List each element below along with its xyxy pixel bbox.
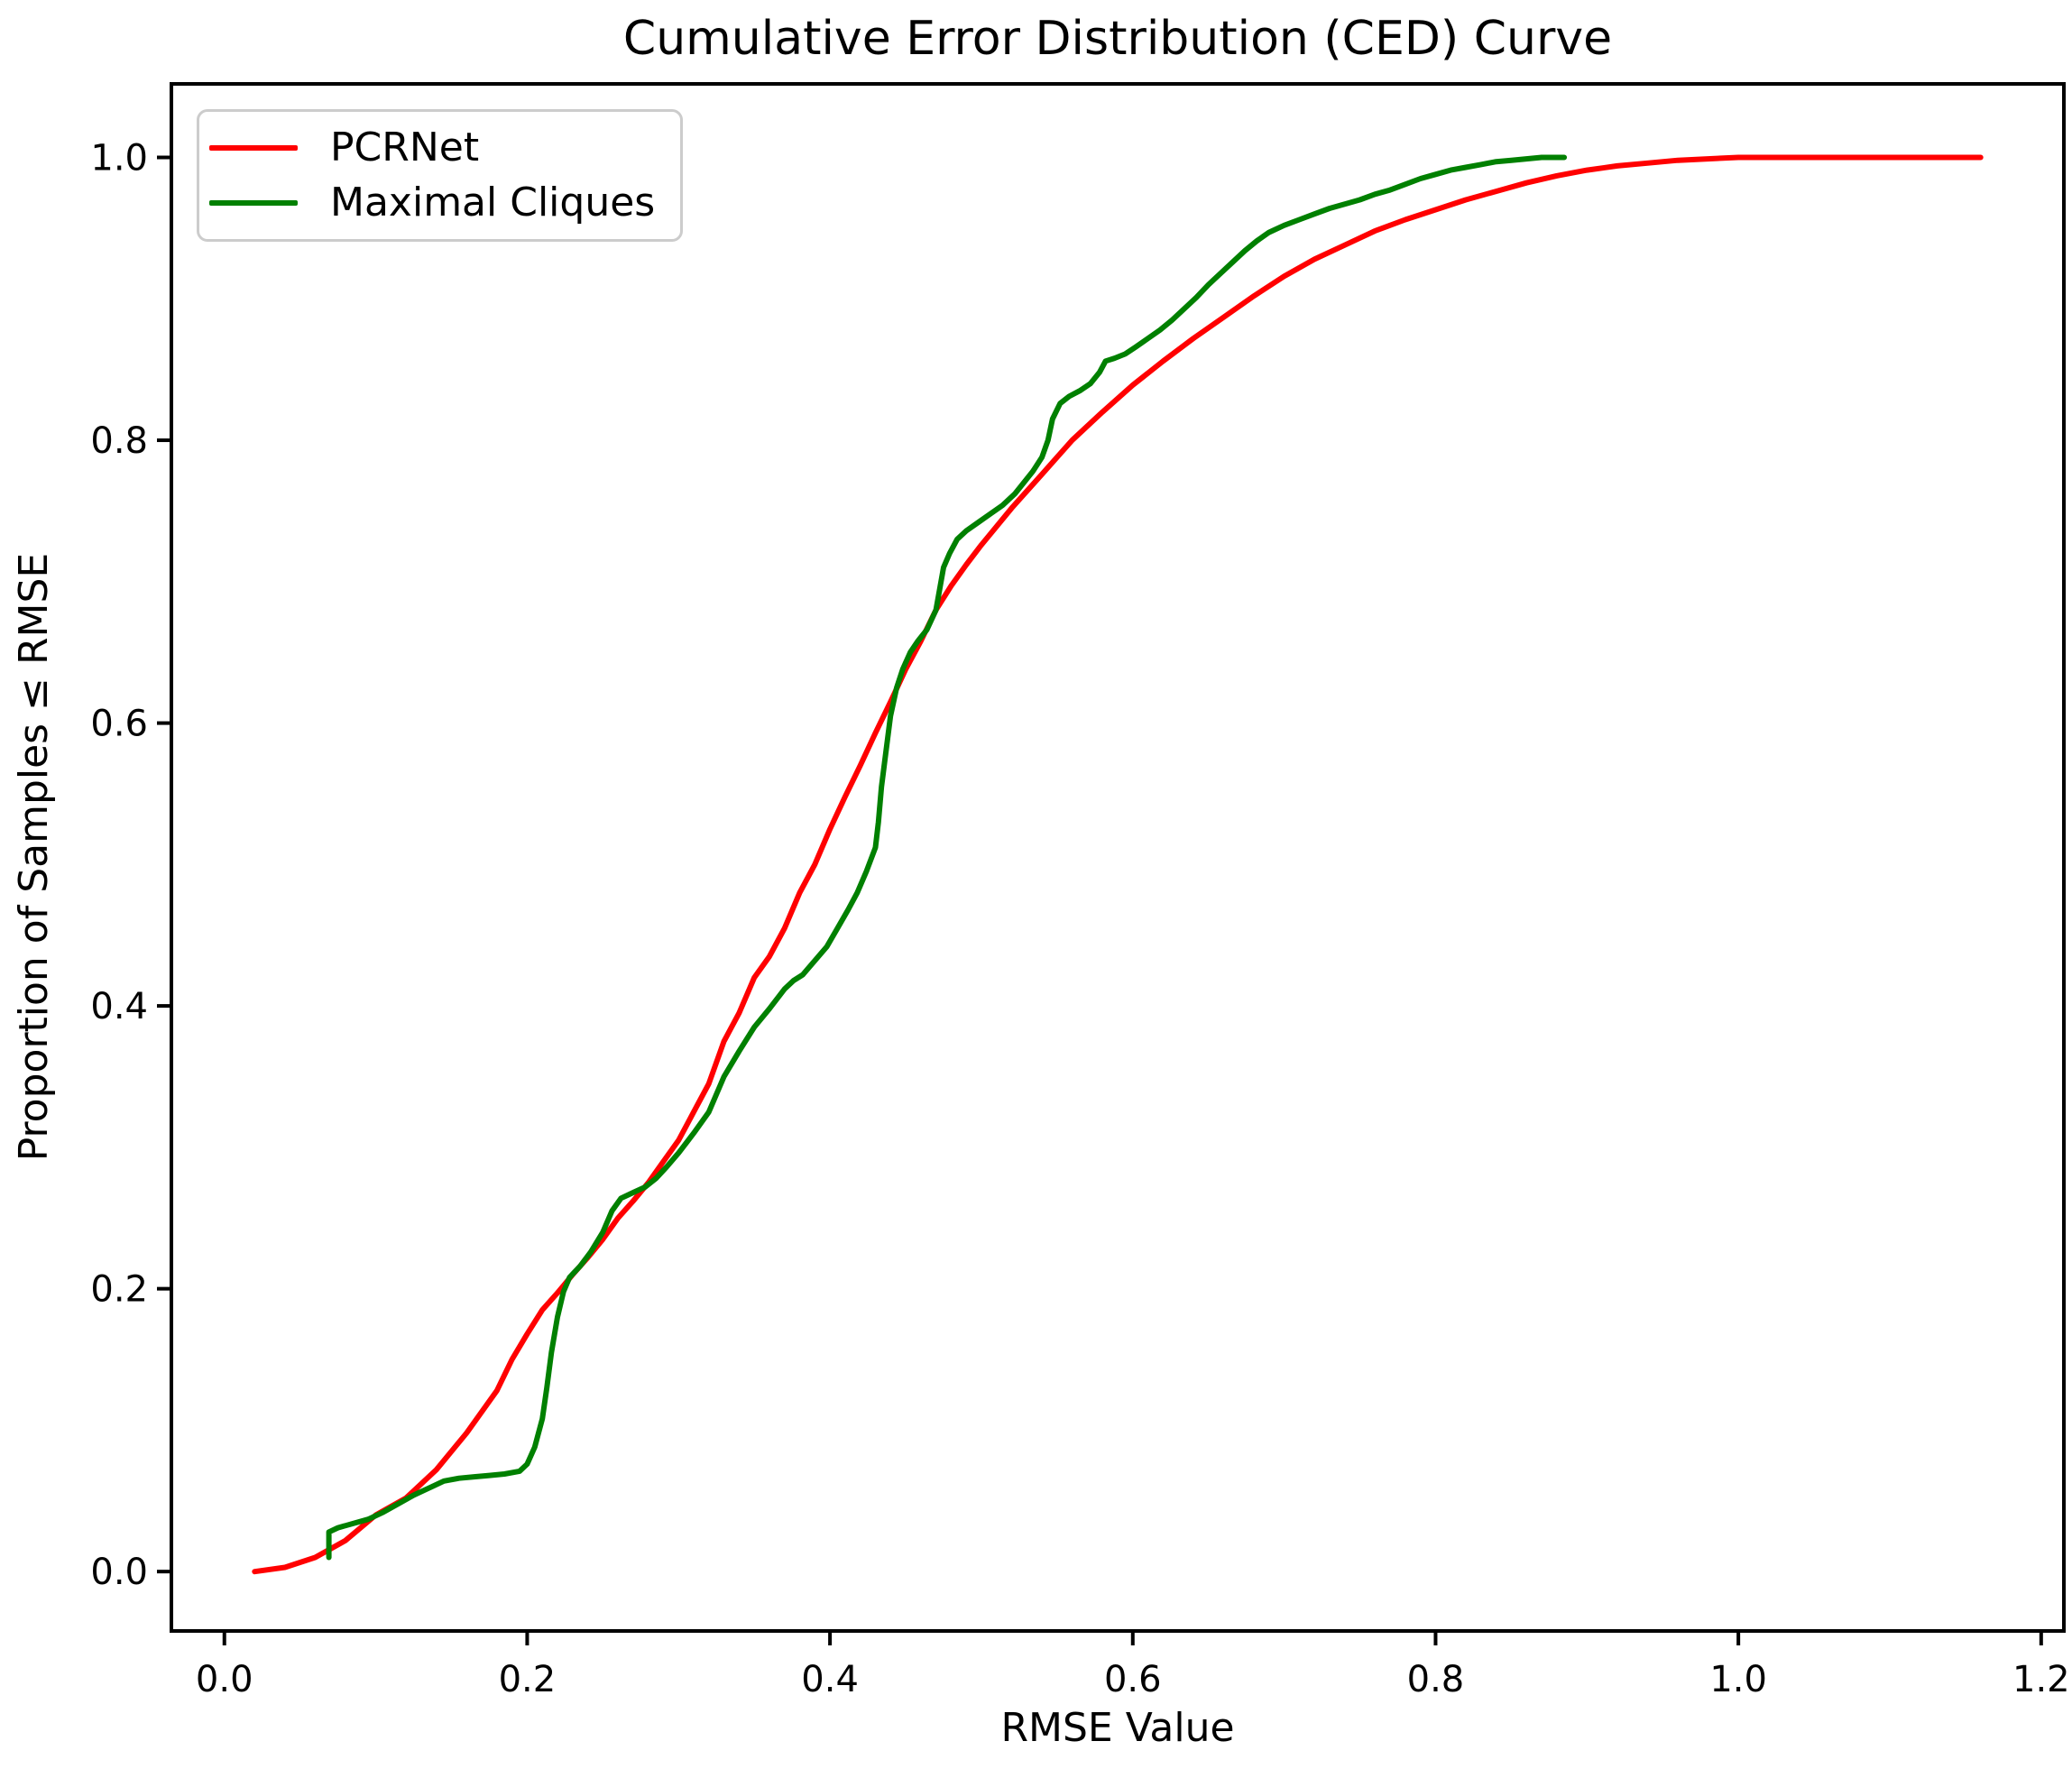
y-tick-label: 0.8	[90, 420, 148, 462]
x-tick-label: 0.6	[1104, 1659, 1162, 1700]
y-tick-label: 0.6	[90, 704, 148, 745]
x-tick-label: 0.0	[196, 1659, 253, 1700]
plot-border	[170, 82, 2066, 1633]
chart-title: Cumulative Error Distribution (CED) Curv…	[623, 12, 1612, 66]
y-tick-label: 0.2	[90, 1269, 148, 1311]
x-axis-label: RMSE Value	[1000, 1705, 1234, 1751]
series-line-maximal-cliques	[326, 154, 1568, 1561]
y-tick-label: 1.0	[90, 138, 148, 180]
legend-line-pcrnet-icon	[209, 144, 298, 151]
series-line-pcrnet	[252, 154, 1984, 1575]
y-axis: 0.0 0.2 0.4 0.6 0.8 1.0	[90, 138, 171, 1593]
legend-label-pcrnet: PCRNet	[330, 124, 480, 170]
x-tick-label: 1.0	[1709, 1659, 1767, 1700]
legend-label-maximal-cliques: Maximal Cliques	[330, 180, 656, 226]
x-tick-label: 1.2	[2012, 1659, 2070, 1700]
series-lines	[252, 154, 1984, 1575]
x-tick-label: 0.4	[801, 1659, 859, 1700]
legend-item-maximal-cliques: Maximal Cliques	[209, 183, 680, 223]
y-tick-label: 0.4	[90, 986, 148, 1027]
legend-item-pcrnet: PCRNet	[209, 124, 680, 170]
legend-line-maximal-cliques-icon	[209, 200, 298, 207]
legend: PCRNet Maximal Cliques	[197, 109, 683, 242]
x-tick-label: 0.2	[499, 1659, 557, 1700]
x-tick-label: 0.8	[1407, 1659, 1465, 1700]
y-tick-label: 0.0	[90, 1552, 148, 1593]
x-axis: 0.0 0.2 0.4 0.6 0.8 1.0 1.2	[196, 1631, 2070, 1700]
y-axis-label: Proportion of Samples ≤ RMSE	[11, 553, 57, 1161]
